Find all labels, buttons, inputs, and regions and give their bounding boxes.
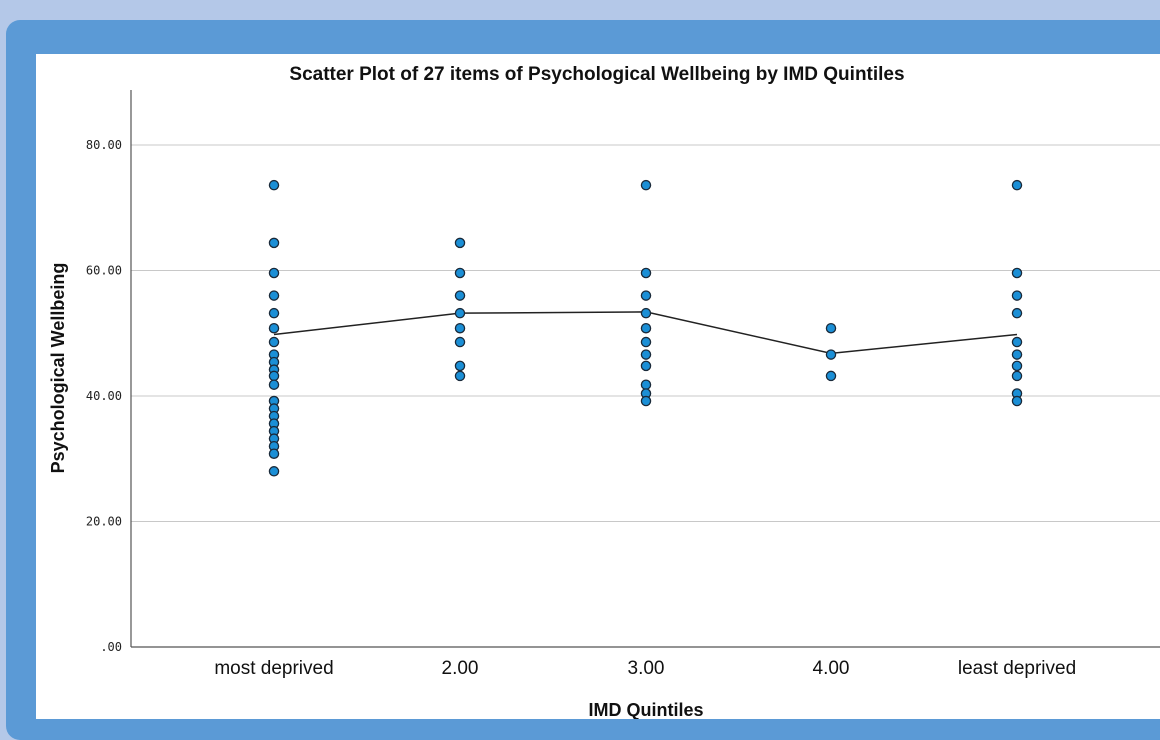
data-point (640, 349, 652, 360)
x-tick-label: 4.00 (813, 658, 850, 679)
y-tick-label: 40.00 (86, 389, 122, 403)
chart-panel (36, 54, 1160, 719)
data-point (454, 267, 466, 279)
data-point (825, 349, 837, 360)
data-point (454, 237, 466, 249)
data-point (268, 466, 280, 477)
data-point (268, 307, 280, 319)
data-point (268, 370, 280, 382)
data-point (454, 290, 466, 301)
data-point (268, 290, 280, 301)
chart-title: Scatter Plot of 27 items of Psychologica… (289, 64, 904, 85)
data-point (268, 237, 280, 249)
x-axis-label: IMD Quintiles (588, 700, 703, 719)
data-point (825, 370, 837, 382)
data-point (640, 395, 652, 407)
data-point (454, 360, 466, 372)
data-point (640, 307, 652, 319)
data-point (1011, 360, 1023, 372)
data-point (268, 267, 280, 279)
y-axis-label: Psychological Wellbeing (48, 263, 68, 474)
data-point (640, 290, 652, 301)
data-point (454, 370, 466, 382)
data-point (454, 322, 466, 334)
data-point (640, 336, 652, 348)
scatter-chart: Scatter Plot of 27 items of Psychologica… (48, 64, 1160, 719)
data-point (1011, 179, 1023, 191)
data-point (825, 322, 837, 334)
data-point (1011, 307, 1023, 319)
x-tick-label: 2.00 (442, 658, 479, 679)
data-point (268, 336, 280, 348)
x-tick-labels: most deprived 2.00 3.00 4.00 least deprived (214, 658, 1076, 679)
data-point (1011, 349, 1023, 360)
data-point (640, 322, 652, 334)
y-tick-label: 20.00 (86, 515, 122, 529)
data-point (268, 179, 280, 191)
data-point (640, 179, 652, 191)
data-points (268, 179, 1023, 477)
y-tick-labels: .00 20.00 40.00 60.00 80.00 (86, 138, 122, 654)
data-point (268, 379, 280, 390)
data-point (1011, 395, 1023, 407)
data-point (1011, 267, 1023, 279)
x-tick-label: most deprived (214, 658, 333, 679)
data-point (640, 360, 652, 372)
data-point (268, 322, 280, 334)
data-point (1011, 336, 1023, 348)
data-point (640, 267, 652, 279)
y-tick-label: .00 (100, 640, 122, 654)
x-tick-label: 3.00 (628, 658, 665, 679)
data-point (454, 336, 466, 348)
data-point (640, 379, 652, 390)
y-tick-label: 80.00 (86, 138, 122, 152)
data-point (1011, 370, 1023, 382)
data-point (1011, 290, 1023, 301)
data-point (454, 307, 466, 319)
data-point (268, 448, 280, 459)
x-tick-label: least deprived (958, 658, 1076, 679)
y-tick-label: 60.00 (86, 264, 122, 278)
